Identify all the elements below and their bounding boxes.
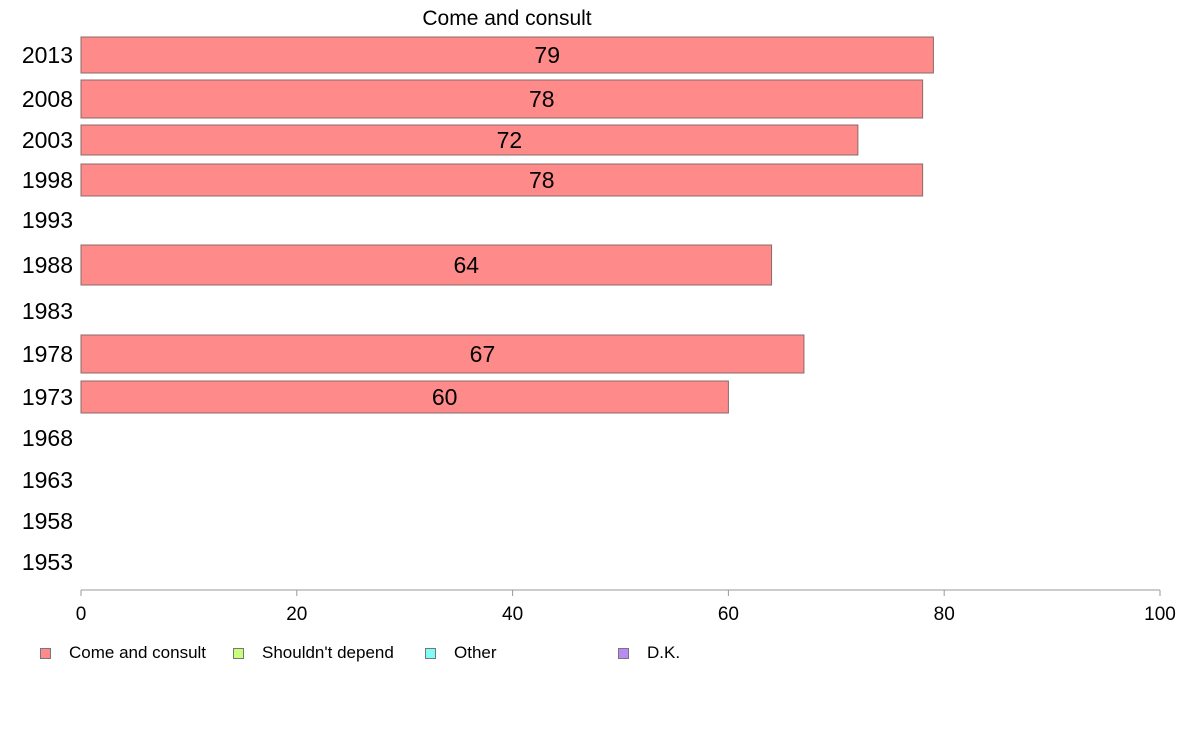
y-tick-label-1988: 1988	[22, 252, 73, 278]
bar-value-label-2008: 78	[529, 86, 555, 112]
y-tick-label-1953: 1953	[22, 549, 73, 575]
y-tick-label-1993: 1993	[22, 207, 73, 233]
x-tick-label-100: 100	[1144, 604, 1176, 625]
x-tick-label-80: 80	[934, 604, 955, 625]
y-tick-label-1983: 1983	[22, 298, 73, 324]
bar-value-label-1998: 78	[529, 167, 555, 193]
y-axis-labels: 2013 2008 2003 1998 1993 1988 1983 1978 1973 1968…	[22, 42, 73, 575]
legend-item-shouldnt-depend[interactable]: Shouldn't depend	[233, 642, 394, 664]
x-axis: 0 20 40 60 80 100	[76, 589, 1176, 625]
y-tick-label-1968: 1968	[22, 425, 73, 451]
bar-1998	[80, 163, 924, 197]
chart-title: Come and consult	[422, 7, 591, 30]
bar-1973	[80, 380, 729, 414]
legend-swatch-other	[425, 647, 436, 659]
legend-swatch-come-and-consult	[40, 647, 51, 659]
x-tick-label-60: 60	[718, 604, 739, 625]
bar-value-label-2013: 79	[534, 42, 560, 68]
bar-value-label-1988: 64	[453, 252, 479, 278]
y-tick-label-1978: 1978	[22, 341, 73, 367]
legend-label: D.K.	[647, 643, 681, 662]
y-tick-label-1963: 1963	[22, 467, 73, 493]
legend-swatch-dk	[618, 647, 629, 659]
y-tick-label-2013: 2013	[22, 42, 73, 68]
legend-swatch-shouldnt-depend	[233, 647, 244, 659]
y-tick-label-1973: 1973	[22, 384, 73, 410]
legend: Come and consult Shouldn't depend Other …	[0, 642, 1188, 666]
legend-label: Come and consult	[69, 643, 207, 662]
legend-item-come-and-consult[interactable]: Come and consult	[40, 642, 206, 664]
legend-label: Shouldn't depend	[262, 643, 394, 662]
x-tick-label-40: 40	[502, 604, 523, 625]
bar-2008	[80, 79, 924, 119]
bar-1978	[80, 334, 805, 374]
bar-value-label-1973: 60	[432, 384, 458, 410]
y-tick-label-2008: 2008	[22, 86, 73, 112]
bar-2013	[80, 36, 934, 74]
x-tick-label-0: 0	[76, 604, 87, 625]
bar-2003	[80, 124, 859, 156]
y-tick-label-2003: 2003	[22, 127, 73, 153]
y-tick-label-1998: 1998	[22, 167, 73, 193]
y-tick-label-1958: 1958	[22, 508, 73, 534]
bar-value-label-1978: 67	[470, 341, 496, 367]
x-tick-label-20: 20	[286, 604, 307, 625]
bar-1988	[80, 244, 773, 286]
bar-value-label-2003: 72	[497, 127, 523, 153]
legend-label: Other	[454, 643, 497, 662]
legend-item-dk[interactable]: D.K.	[618, 642, 680, 664]
legend-item-other[interactable]: Other	[425, 642, 497, 664]
